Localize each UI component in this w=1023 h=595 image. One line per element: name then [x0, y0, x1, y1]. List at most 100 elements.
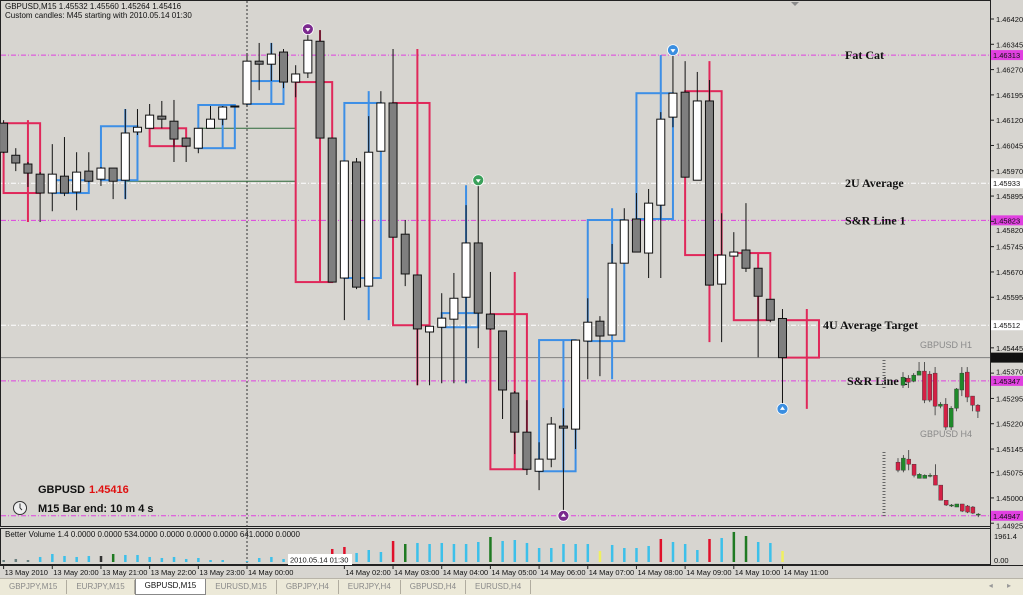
chart-background — [0, 0, 1023, 578]
tab-scroll-arrows-icon[interactable]: ◂ ▸ — [988, 581, 1017, 590]
candle — [47, 144, 57, 212]
price-tick-label: 1.46120 — [996, 116, 1023, 125]
volume-bar — [14, 558, 18, 562]
candle — [510, 391, 520, 455]
candle — [242, 53, 252, 108]
candle — [266, 42, 276, 82]
mini-candle-body — [938, 484, 943, 501]
candle — [254, 42, 264, 91]
level-axis-label-bg — [991, 178, 1023, 189]
candle — [132, 109, 142, 136]
candle-body-bear — [388, 102, 398, 238]
volume-bar — [464, 544, 468, 562]
candle-body-bear — [11, 154, 21, 164]
candle — [412, 274, 422, 386]
volume-bar — [99, 556, 103, 562]
candle — [96, 167, 106, 186]
volume-bar — [270, 556, 273, 562]
volume-bar — [696, 550, 699, 562]
mini-candle-body — [975, 404, 981, 412]
candle-body-bull — [193, 127, 203, 149]
candle-body-bear — [35, 173, 45, 194]
price-tick-label: 1.46045 — [996, 141, 1023, 150]
signal-marker[interactable] — [557, 509, 570, 522]
mini-candle-body — [906, 458, 911, 465]
mini-candle-body — [922, 370, 927, 401]
candle — [498, 330, 508, 419]
candle-body-bull — [303, 39, 313, 74]
mini-candle-body — [922, 475, 927, 479]
arrow-up-icon — [560, 513, 566, 517]
tab-eurjpy-h4[interactable]: EURJPY,H4 — [339, 580, 401, 594]
tab-gbpjpy-m15[interactable]: GBPJPY,M15 — [0, 580, 68, 594]
mini-candle-body — [965, 371, 970, 398]
volume-bar — [659, 538, 663, 562]
volume-pane — [2, 531, 784, 562]
candle — [181, 137, 191, 163]
candle — [741, 203, 751, 272]
candle — [717, 213, 727, 343]
candle — [193, 127, 203, 154]
time-axis[interactable]: 13 May 2010 13 May 20:00 13 May 21:00 13 Ma… — [3, 554, 829, 577]
volume-bar — [172, 556, 176, 562]
tab-eurusd-h4[interactable]: EURUSD,H4 — [466, 580, 532, 594]
price-tick-label: 1.45595 — [996, 293, 1023, 302]
tab-gbpjpy-h4[interactable]: GBPJPY,H4 — [277, 580, 339, 594]
custom-candle-bull — [586, 219, 626, 343]
candle — [339, 160, 349, 321]
volume-bar — [501, 540, 504, 562]
chart-area[interactable]: Fat Cat 2U Average S&R Line 1 4U Average Ta… — [0, 0, 1023, 578]
signal-marker[interactable] — [776, 402, 789, 415]
signal-marker[interactable] — [667, 44, 679, 56]
volume-bar — [63, 556, 66, 562]
tab-eurjpy-m15[interactable]: EURJPY,M15 — [67, 580, 135, 594]
candle-body-bull — [692, 100, 702, 181]
tab-eurusd-m15[interactable]: EURUSD,M15 — [206, 580, 277, 594]
candle-body-bull — [145, 114, 155, 129]
candle-body-bull — [437, 317, 447, 328]
candle — [619, 208, 629, 264]
candle-body-bull — [291, 73, 301, 83]
candle — [145, 103, 155, 129]
signal-marker[interactable] — [472, 174, 485, 187]
chart-shift-marker-icon[interactable] — [791, 2, 799, 6]
candle-body-bull — [656, 118, 666, 206]
crosshair-time-label: 2010.05.14 01:30 — [290, 556, 348, 565]
mini-candle-body — [970, 395, 975, 406]
candle — [388, 49, 398, 238]
candle — [72, 152, 82, 211]
candle-body-bear — [279, 51, 289, 83]
signal-marker[interactable] — [301, 23, 314, 36]
volume-bar — [756, 542, 760, 562]
volume-bar — [683, 544, 687, 562]
candle — [218, 106, 228, 126]
chart-header-symbol: GBPUSD,M15 1.45532 1.45560 1.45264 1.454… — [5, 2, 182, 11]
level-axis-label: 1.45512 — [993, 321, 1020, 330]
candle-body-bear — [400, 233, 410, 275]
candle-body-bear — [0, 122, 9, 153]
clock-icon — [13, 501, 27, 515]
candle — [704, 80, 714, 286]
price-tick-label: 1.45000 — [996, 494, 1023, 503]
candle — [205, 106, 215, 129]
mini-candle-body — [948, 408, 954, 428]
candle — [108, 167, 118, 200]
volume-bar — [598, 550, 602, 562]
tab-gbpusd-h4[interactable]: GBPUSD,H4 — [401, 580, 467, 594]
candle — [631, 193, 641, 253]
price-tick-label: 1.46345 — [996, 40, 1023, 49]
candle — [546, 416, 556, 468]
volume-bar — [282, 558, 285, 562]
volume-bar — [671, 542, 675, 562]
tab-gbpusd-m15[interactable]: GBPUSD,M15 — [134, 579, 207, 595]
candle — [35, 172, 45, 223]
bid-axis-label-bg — [991, 352, 1023, 363]
candle — [425, 325, 435, 386]
candle — [668, 55, 678, 128]
candle-body-bear — [473, 242, 483, 314]
time-tick-label: 14 May 05:00 — [491, 568, 536, 577]
price-axis[interactable]: 1.46313 1.45933 1.45823 1.45512 1.45347 1.449… — [990, 0, 1023, 565]
candle-body-bear — [23, 163, 33, 174]
volume-bar — [404, 544, 407, 562]
volume-bar — [708, 538, 711, 562]
